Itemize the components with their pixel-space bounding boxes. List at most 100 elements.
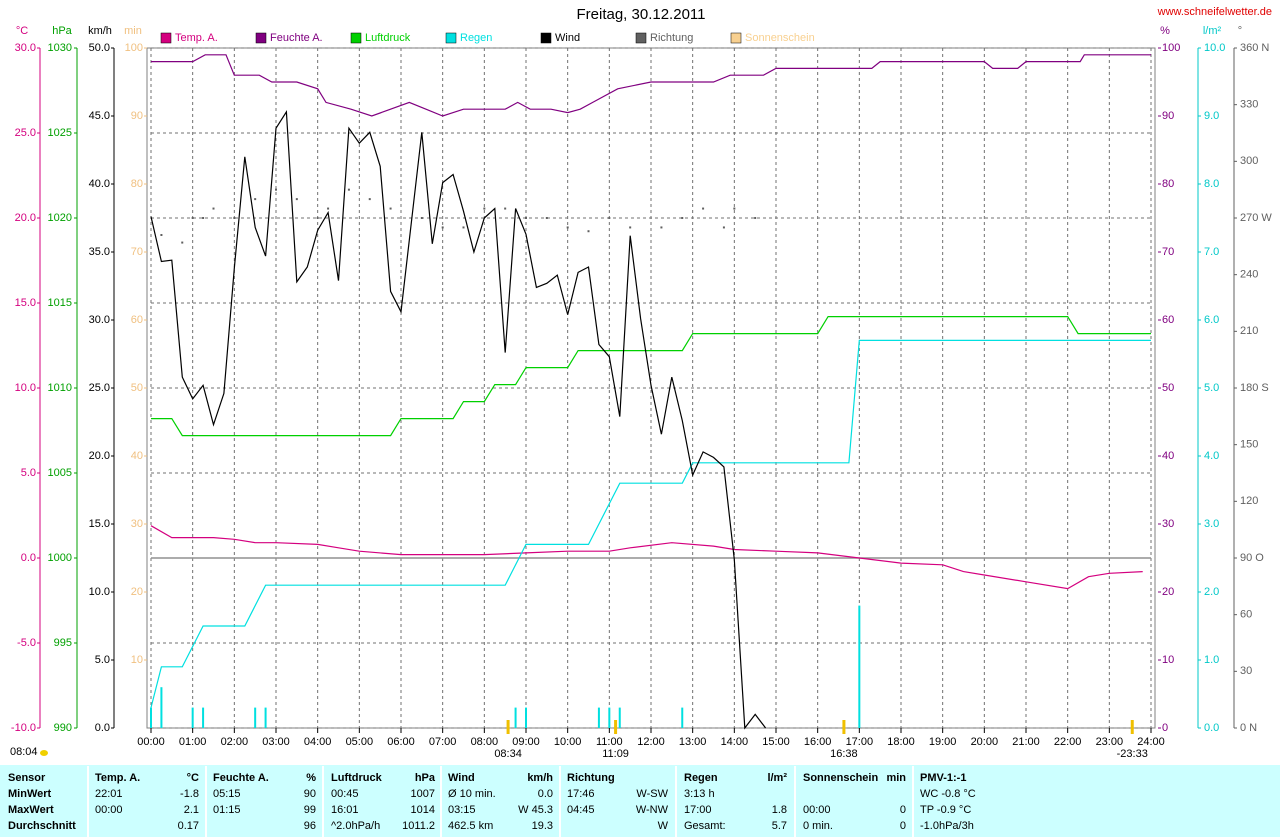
cell-time: 00:00 (803, 804, 831, 816)
x-tick-label: 04:00 (304, 736, 332, 748)
y-tick-label: 120 (1240, 495, 1258, 507)
series-line (150, 525, 1143, 590)
y-tick-label: 60 (1240, 609, 1252, 621)
y-tick-label: 330 (1240, 99, 1258, 111)
cell-time: 3:13 h (684, 788, 715, 800)
y-tick-label: 90 (131, 110, 143, 122)
y-tick-label: 25.0 (15, 127, 36, 139)
table-corner: Sensor (8, 772, 46, 784)
x-tick-label: 06:00 (387, 736, 415, 748)
cell-value: 0.17 (178, 820, 199, 832)
cell-time: 0 min. (803, 820, 833, 832)
cell-value: W (658, 820, 669, 832)
legend-swatch (350, 32, 362, 44)
cell-value: 0.0 (538, 788, 553, 800)
cell-time: WC -0.8 °C (920, 788, 976, 800)
y-tick-label: 70 (131, 246, 143, 258)
section-unit: % (306, 772, 316, 784)
direction-dot (441, 226, 444, 229)
y-tick-label: 30.0 (15, 42, 36, 54)
direction-dot (327, 207, 330, 210)
sun-marker (614, 720, 618, 734)
y-tick-label: 1025 (48, 127, 72, 139)
section-unit: min (886, 772, 906, 784)
cell-value: W-SW (636, 788, 668, 800)
cell-time: 22:01 (95, 788, 123, 800)
cell-value: 99 (304, 804, 316, 816)
y-tick-label: 150 (1240, 439, 1258, 451)
rain-bar (264, 707, 267, 728)
section-unit: l/m² (767, 772, 787, 784)
axis-unit: ° (1238, 25, 1242, 37)
section-unit: hPa (415, 772, 436, 784)
direction-dot (275, 188, 277, 191)
direction-dot (420, 217, 423, 219)
direction-dot (629, 226, 632, 229)
y-tick-label: 70 (1162, 246, 1174, 258)
direction-dot (681, 217, 684, 219)
section-header: Richtung (567, 772, 615, 784)
y-tick-label: 4.0 (1204, 450, 1219, 462)
cell-value: W-NW (636, 804, 669, 816)
series-line (151, 316, 1151, 437)
y-tick-label: 45.0 (89, 110, 110, 122)
legend-swatch (160, 32, 172, 44)
x-tick-label: 07:00 (429, 736, 457, 748)
y-tick-label: 10 (131, 654, 143, 666)
direction-dot (254, 198, 257, 201)
axis-unit: l/m² (1203, 25, 1222, 37)
rain-bar (681, 707, 684, 728)
direction-dot (504, 207, 507, 210)
cell-time: Gesamt: (684, 820, 726, 832)
section-unit: km/h (527, 772, 553, 784)
cell-time: 00:00 (95, 804, 123, 816)
cell-value: 1011.2 (402, 820, 435, 832)
y-tick-label: 7.0 (1204, 246, 1219, 258)
y-tick-label: 1005 (48, 467, 72, 479)
legend-label: Wind (555, 32, 580, 44)
x-tick-label: 14:00 (721, 736, 749, 748)
cell-value: 0 (900, 820, 906, 832)
cell-value: 1007 (411, 788, 435, 800)
axis-unit: hPa (52, 25, 72, 37)
y-tick-label: 10.0 (1204, 42, 1225, 54)
y-tick-label: 1010 (48, 382, 72, 394)
annotation-label: -23:33 (1117, 748, 1148, 760)
section-header: Feuchte A. (213, 772, 269, 784)
y-tick-label: 995 (54, 637, 72, 649)
cell-value: 1.8 (772, 804, 787, 816)
x-tick-label: 08:00 (471, 736, 499, 748)
y-tick-label: 50.0 (89, 42, 110, 54)
cell-time: 04:45 (567, 804, 595, 816)
annotation-label: 11:09 (602, 748, 629, 760)
y-tick-label: 0.0 (21, 552, 36, 564)
cell-time: 17:00 (684, 804, 712, 816)
cell-value: -1.8 (180, 788, 199, 800)
y-tick-label: 360 N (1240, 42, 1269, 54)
series-line (150, 110, 767, 730)
y-tick-label: 1030 (48, 42, 72, 54)
y-tick-label: 270 W (1240, 212, 1272, 224)
section-header: Regen (684, 772, 718, 784)
x-tick-label: 16:00 (804, 736, 832, 748)
y-tick-label: 80 (131, 178, 143, 190)
y-tick-label: 15.0 (89, 518, 110, 530)
x-tick-label: 13:00 (679, 736, 707, 748)
rain-bar (608, 707, 611, 728)
rain-bar (150, 707, 152, 728)
x-tick-label: 21:00 (1012, 736, 1040, 748)
direction-dot (295, 198, 298, 201)
direction-dot (389, 207, 392, 210)
row-label: MinWert (8, 788, 52, 800)
sun-marker (842, 720, 846, 734)
direction-dot (191, 217, 194, 219)
rain-bar (618, 707, 621, 728)
cell-value: 90 (304, 788, 316, 800)
site-url: www.schneifelwetter.de (1157, 6, 1272, 18)
rain-bar (858, 605, 861, 728)
x-tick-label: 22:00 (1054, 736, 1082, 748)
x-tick-label: 00:00 (137, 736, 165, 748)
y-tick-label: 90 (1162, 110, 1174, 122)
y-tick-label: 1015 (48, 297, 72, 309)
cell-value: 5.7 (772, 820, 787, 832)
